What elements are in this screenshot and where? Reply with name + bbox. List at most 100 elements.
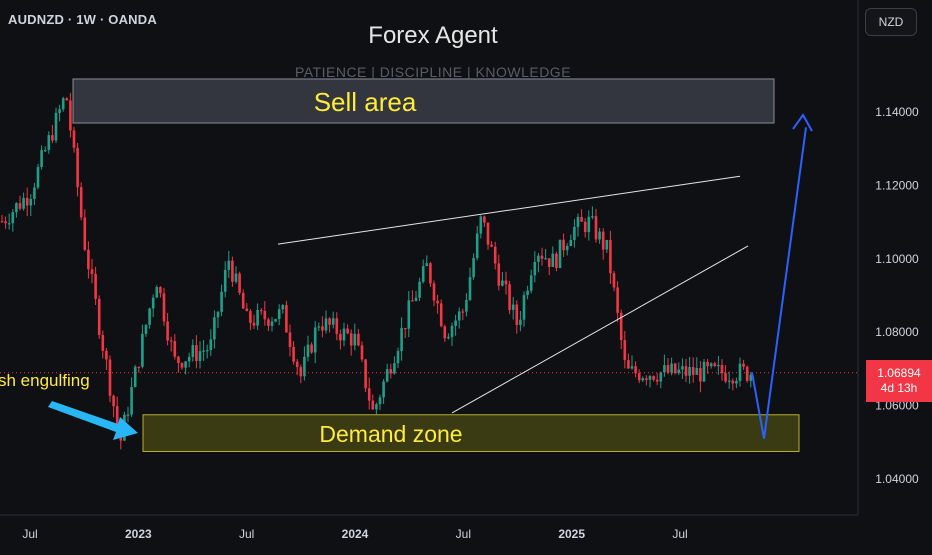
candle-body: [382, 381, 385, 398]
candle-body: [450, 325, 454, 337]
candle-body: [519, 319, 522, 325]
candle-body: [69, 100, 72, 131]
candle-body: [7, 223, 11, 225]
candle-body: [522, 295, 526, 320]
x-tick-label: Jul: [239, 527, 254, 541]
candle-body: [94, 273, 97, 299]
candle-body: [551, 253, 555, 267]
demand-zone: [142, 414, 800, 452]
candle-body: [166, 321, 169, 341]
candle-body: [594, 216, 598, 240]
y-tick-label: 1.08000: [875, 325, 919, 339]
candle-body: [418, 281, 421, 298]
brand-title: Forex Agent: [368, 22, 498, 49]
candle-body: [609, 239, 612, 274]
candle-body: [288, 332, 292, 348]
candle-body: [364, 359, 367, 389]
candle-body: [15, 203, 18, 213]
sell-zone: [72, 78, 775, 124]
candle-body: [87, 249, 90, 270]
candle-body: [11, 212, 15, 224]
candle-body: [454, 320, 457, 326]
candle-body: [749, 374, 753, 381]
candle-body: [619, 312, 623, 341]
candle-body: [627, 360, 630, 369]
candle-body: [169, 340, 173, 342]
candle-body: [133, 366, 137, 387]
candle-body: [295, 361, 299, 368]
candle-body: [555, 253, 558, 268]
candle-body: [745, 366, 749, 381]
upper-trendline: [277, 175, 741, 245]
candle-body: [457, 311, 461, 321]
candle-body: [277, 309, 281, 320]
y-tick-label: 1.04000: [875, 472, 919, 486]
candle-body: [267, 319, 270, 326]
candle-body: [652, 376, 655, 380]
candle-body: [331, 318, 335, 325]
candle-body: [47, 135, 51, 150]
candle-body: [263, 310, 267, 320]
candle-body: [641, 378, 645, 381]
candle-body: [393, 363, 396, 374]
candle-body: [612, 273, 616, 288]
candle-body: [310, 344, 313, 353]
candle-body: [727, 380, 731, 382]
candle-body: [105, 350, 108, 360]
candle-body: [234, 273, 238, 282]
last-price-value: 1.06894: [877, 366, 921, 380]
candle-body: [666, 365, 670, 373]
candle-body: [565, 245, 569, 251]
sell-area-label: Sell area: [314, 87, 417, 117]
candle-body: [342, 328, 346, 341]
candle-body: [616, 287, 619, 313]
candle-body: [83, 217, 87, 250]
candle-body: [699, 368, 702, 382]
candle-body: [285, 305, 288, 333]
candle-body: [695, 368, 699, 375]
candle-body: [414, 297, 418, 301]
candle-body: [396, 351, 400, 364]
candle-body: [58, 109, 61, 113]
candle-body: [490, 244, 493, 247]
candle-body: [378, 397, 382, 405]
candle-body: [684, 366, 688, 376]
candle-body: [598, 231, 601, 240]
currency-button[interactable]: NZD: [865, 8, 917, 36]
candle-body: [151, 297, 155, 309]
candle-body: [249, 311, 252, 323]
candle-body: [562, 239, 565, 251]
candle-body: [709, 363, 713, 367]
candle-body: [447, 336, 450, 339]
y-tick-label: 1.14000: [875, 105, 919, 119]
candle-body: [663, 365, 666, 373]
candle-body: [360, 345, 364, 360]
candle-body: [544, 258, 547, 260]
candle-body: [688, 367, 691, 376]
candle-body: [468, 277, 472, 300]
candle-body: [691, 367, 695, 375]
candle-body: [702, 361, 706, 382]
candle-body: [425, 263, 429, 267]
candle-body: [259, 309, 263, 312]
candle-body: [191, 345, 195, 357]
candle-body: [281, 305, 285, 310]
candle-body: [306, 344, 310, 357]
candle-body: [429, 263, 432, 284]
candle-body: [90, 269, 94, 274]
symbol-label[interactable]: AUDNZD · 1W · OANDA: [8, 12, 157, 27]
candle-body: [231, 260, 234, 282]
candle-body: [292, 347, 295, 362]
candle-body: [717, 364, 720, 367]
candle-body: [443, 326, 447, 339]
candle-body: [115, 406, 119, 427]
candle-body: [335, 318, 339, 334]
y-tick-label: 1.12000: [875, 178, 919, 192]
x-tick-label: Jul: [456, 527, 471, 541]
engulfing-callout-arrow: [48, 401, 138, 440]
candle-body: [79, 187, 83, 218]
candle-body: [540, 255, 544, 259]
candle-body: [155, 287, 159, 298]
